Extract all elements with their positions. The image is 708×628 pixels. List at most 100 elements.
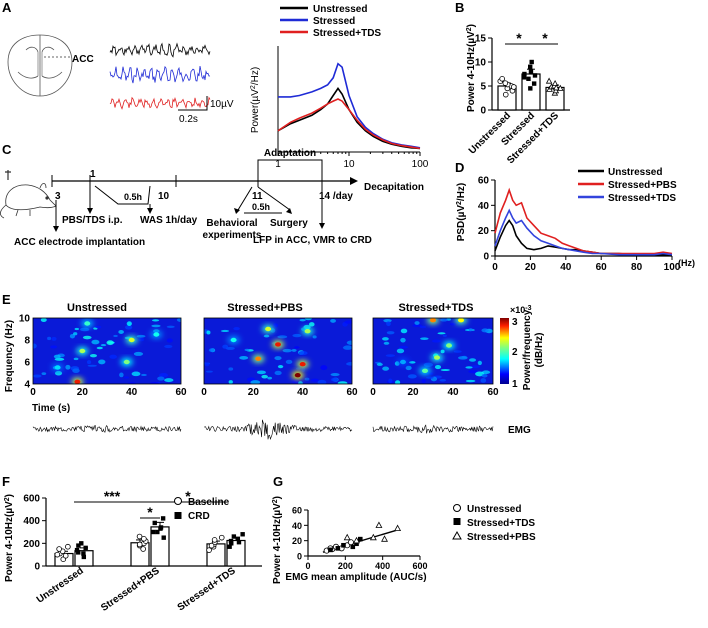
- spectrogram-hotspot: [422, 368, 428, 373]
- spectrogram-texture: [157, 376, 165, 381]
- spectrogram-texture: [346, 340, 352, 345]
- spectrogram-texture: [385, 354, 396, 357]
- behavioral-label-1: Behavioral: [206, 218, 257, 229]
- chart-g-ytick-label: 60: [292, 506, 302, 516]
- spectrogram-texture: [47, 336, 52, 341]
- decapitation-label: Decapitation: [364, 182, 424, 193]
- chart-g-point-stressed-tds: [328, 547, 333, 553]
- chart-d-series-stressed-pbs: [494, 187, 673, 255]
- chart-g-point-stressed-pbs: [343, 533, 351, 541]
- spectrogram-texture: [277, 335, 288, 339]
- chart-g-point-stressed-tds: [335, 546, 341, 551]
- spectrogram-texture: [256, 370, 266, 375]
- acc-label: ACC: [72, 54, 94, 65]
- spectrogram-hotspot: [123, 359, 130, 365]
- spectrogram-texture: [468, 328, 473, 332]
- spectrogram-texture: [312, 335, 317, 339]
- spectrogram-texture: [228, 380, 233, 384]
- spectrogram-texture: [296, 367, 301, 370]
- spectrogram-xtick-label: 40: [126, 387, 138, 398]
- chart-b-point: [532, 73, 538, 78]
- half-hour-bracket-1: [94, 185, 151, 205]
- spectrogram-texture: [282, 348, 292, 353]
- chart-b-ytick-label: 15: [475, 34, 487, 45]
- spectrogram-texture: [481, 373, 488, 378]
- spectrogram-texture: [164, 344, 173, 349]
- spectrogram-texture: [442, 334, 447, 337]
- spectrogram-texture: [164, 378, 174, 383]
- spectrogram-frame: [32, 317, 182, 385]
- spectrogram-texture: [74, 327, 80, 331]
- panel-c: C 3 1 10 11 14 /day Adaptation Decapitat…: [0, 142, 424, 248]
- spectrogram-title-stressed-pbs: Stressed+PBS: [227, 302, 303, 314]
- spectrogram-texture: [346, 362, 352, 366]
- spectrogram-texture: [166, 338, 173, 343]
- half-hour-label-2: 0.5h: [252, 202, 270, 212]
- spectrogram-texture: [109, 354, 117, 359]
- spectrogram-texture: [434, 365, 442, 370]
- chart-f-point-crd: [74, 547, 80, 553]
- spectrogram-xtick-label: 40: [297, 387, 309, 398]
- spectrogram-texture: [439, 378, 447, 382]
- chart-b-ytick-label: 0: [480, 106, 486, 117]
- spectrogram-texture: [118, 330, 124, 334]
- chart-b-point: [526, 76, 531, 81]
- spectrogram-texture: [299, 318, 306, 322]
- spectrogram-texture: [138, 337, 145, 342]
- chart-f-point-crd: [83, 545, 88, 551]
- chart-f-point-crd: [155, 529, 160, 535]
- chart-g-point-stressed-tds: [357, 536, 363, 542]
- day-14: 14 /day: [319, 191, 353, 202]
- chart-f-point-crd: [235, 536, 241, 541]
- panel-e-label: E: [2, 292, 11, 307]
- chart-f-point-baseline: [136, 533, 143, 540]
- colorbar-label-1: Power/frequency: [522, 309, 533, 390]
- spectrogram-texture: [465, 379, 476, 383]
- chart-f-category-label: Stressed+TDS: [176, 565, 238, 613]
- legend-d-stressed-tds: Stressed+TDS: [608, 193, 676, 204]
- spectrogram-texture: [91, 339, 100, 345]
- chart-b-sig-star: *: [542, 30, 548, 46]
- spectrogram-texture: [225, 346, 235, 350]
- spectrogram-texture: [396, 348, 405, 354]
- spectrogram-texture: [412, 324, 423, 328]
- spectrogram-texture: [50, 345, 58, 349]
- chart-d-psd: 0 20 40 60 0 20 40 60 80 100: [478, 176, 681, 274]
- spectrogram-texture: [423, 362, 433, 367]
- spectrogram-hotspot: [265, 326, 272, 332]
- spectrogram-texture: [386, 331, 395, 335]
- spectrogram-3: [373, 318, 493, 384]
- spectrogram-texture: [166, 325, 175, 328]
- spectrogram-texture: [409, 361, 416, 364]
- chart-f-sig-star: *: [147, 504, 153, 520]
- colorbar: [500, 318, 509, 384]
- emg-label: EMG: [508, 425, 531, 436]
- spectrogram-texture: [123, 376, 130, 379]
- lfp-label: LFP in ACC, VMR to CRD: [253, 235, 372, 246]
- chart-b-point: [557, 84, 564, 91]
- legend-d-unstressed: Unstressed: [608, 167, 662, 178]
- spectrogram-texture: [127, 382, 136, 384]
- panel-b-label: B: [455, 0, 464, 15]
- spectrogram-frame: [372, 317, 494, 385]
- chart-f-point-baseline: [211, 537, 218, 543]
- spectrogram-xtick-label: 0: [30, 387, 36, 398]
- legend-f-baseline: Baseline: [188, 497, 230, 508]
- chart-b-point: [522, 75, 527, 80]
- legend-g-stressed-pbs: Stressed+PBS: [467, 532, 536, 543]
- chart-d-series-stressed-tds: [494, 208, 673, 256]
- chart-b-point: [531, 81, 537, 86]
- spectrogram-texture: [79, 327, 90, 332]
- spectrogram-xtick-label: 60: [346, 387, 358, 398]
- spectrogram-texture: [131, 371, 141, 377]
- chart-d-xunit: (Hz): [678, 258, 695, 268]
- spectrogram-texture: [458, 356, 468, 360]
- spectrogram-texture: [65, 364, 71, 370]
- spectrogram-xtick-label: 20: [248, 387, 260, 398]
- injection-label: PBS/TDS i.p.: [62, 215, 123, 226]
- spectrogram-texture: [376, 362, 383, 366]
- behavior-arrowhead: [234, 208, 240, 214]
